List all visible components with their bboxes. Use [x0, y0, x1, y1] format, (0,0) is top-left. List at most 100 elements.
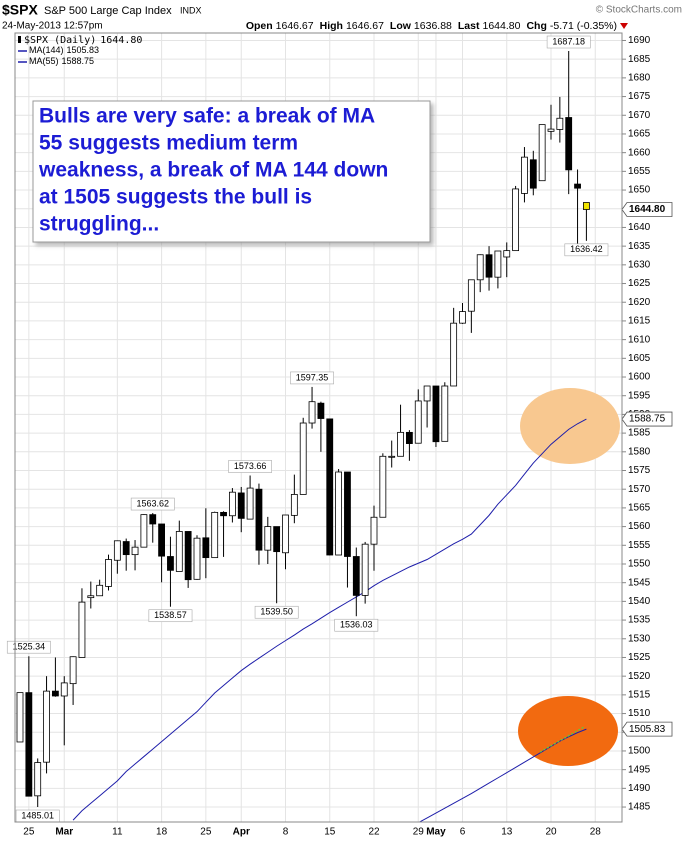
candle-body: [290, 494, 298, 516]
candle-body: [565, 117, 573, 171]
candle-body: [52, 690, 59, 697]
candle-body: [503, 250, 511, 258]
highlight-ellipse: [518, 696, 618, 766]
legend-title: $SPX (Daily): [24, 35, 96, 46]
axis-value-box: [621, 411, 673, 427]
candle-body: [450, 322, 458, 387]
price-label: 1563.62: [136, 498, 169, 508]
legend-candle-icon: [18, 36, 21, 43]
legend-value: 1588.75: [62, 56, 95, 66]
price-label-box: [564, 243, 609, 257]
y-tick-label: 1525: [628, 652, 651, 663]
candle-body: [432, 385, 440, 443]
candle-body: [441, 385, 449, 442]
candle-body: [299, 422, 307, 495]
candle-body: [167, 556, 174, 571]
candle-body: [140, 514, 148, 548]
candle-body: [34, 762, 42, 797]
candle-body: [326, 418, 334, 556]
candle-body: [149, 514, 157, 525]
x-tick-label: 15: [324, 827, 336, 838]
price-label: 1597.35: [296, 372, 329, 382]
y-tick-label: 1560: [628, 521, 651, 532]
candle-body: [228, 491, 236, 517]
y-tick-label: 1570: [628, 484, 651, 495]
price-label: 1485.01: [21, 810, 54, 820]
annotation-line: Bulls are very safe: a break of MA: [39, 105, 375, 128]
y-tick-label: 1625: [628, 278, 651, 289]
y-tick-label: 1605: [628, 353, 651, 364]
candle-body: [574, 183, 581, 189]
price-label-box: [290, 371, 334, 385]
y-tick-label: 1495: [628, 764, 651, 775]
candle-body: [113, 540, 121, 561]
x-tick-label: 8: [283, 827, 289, 838]
exchange: INDX: [180, 5, 202, 15]
candle-body: [237, 492, 245, 519]
candle-body: [202, 537, 210, 559]
price-label-box: [6, 640, 51, 654]
candle-body: [414, 400, 422, 444]
ma-line: [72, 418, 587, 821]
y-tick-label: 1690: [628, 35, 651, 46]
annotation-line: struggling...: [39, 213, 159, 236]
candle-body: [158, 523, 166, 557]
y-tick-label: 1575: [628, 465, 651, 476]
candle-body: [494, 250, 502, 278]
y-tick-label: 1650: [628, 185, 651, 196]
axis-value-label: 1505.83: [629, 724, 666, 735]
candle-body: [361, 543, 369, 596]
candle-body: [175, 531, 183, 572]
candle-body: [335, 471, 343, 556]
quote-value: -5.71 (-0.35%): [550, 20, 617, 32]
candle-body: [43, 690, 50, 763]
candle-body: [583, 202, 590, 210]
candle-body: [193, 537, 201, 580]
y-tick-label: 1615: [628, 316, 651, 327]
candle-body: [105, 559, 112, 587]
candle-body: [379, 455, 387, 518]
candle-body: [388, 455, 396, 458]
dotted-marker: [539, 726, 585, 753]
x-tick-label: 29: [413, 827, 425, 838]
candle-body: [547, 128, 555, 132]
candle-body: [529, 159, 537, 189]
candle-body: [308, 401, 316, 424]
axis-value-box: [621, 202, 673, 217]
y-tick-label: 1565: [628, 503, 651, 514]
highlight-ellipse: [520, 388, 620, 464]
symbol: $SPX: [2, 2, 38, 18]
y-tick-label: 1610: [628, 334, 651, 345]
index-name: S&P 500 Large Cap Index: [44, 5, 172, 17]
x-tick-label: 11: [112, 827, 123, 838]
candle-body: [220, 511, 227, 517]
candle-body: [352, 556, 360, 596]
x-tick-label: 20: [545, 827, 557, 838]
y-tick-label: 1660: [628, 147, 651, 158]
candle-body: [459, 311, 466, 324]
legend-name: MA(144): [29, 45, 64, 55]
y-tick-label: 1545: [628, 577, 651, 588]
candle-body: [60, 682, 68, 697]
candle-body: [467, 279, 475, 312]
down-arrow: [620, 23, 628, 29]
price-label-box: [546, 35, 591, 49]
y-tick-label: 1600: [628, 372, 651, 383]
candle-body: [131, 546, 139, 556]
y-tick-label: 1585: [628, 428, 651, 439]
candle-body: [282, 514, 289, 554]
price-label: 1539.50: [260, 607, 293, 617]
candle-body: [264, 526, 272, 551]
price-label: 1538.57: [154, 610, 187, 620]
x-tick-label: Apr: [233, 827, 250, 838]
candle-body: [122, 541, 130, 556]
y-tick-label: 1620: [628, 297, 651, 308]
candle-body: [397, 431, 404, 457]
x-tick-label: 13: [501, 827, 513, 838]
legend-value: 1505.83: [67, 45, 100, 55]
candle-body: [255, 488, 263, 551]
candle-body: [87, 595, 95, 599]
candle-body: [25, 692, 33, 797]
candle-body: [405, 431, 413, 444]
